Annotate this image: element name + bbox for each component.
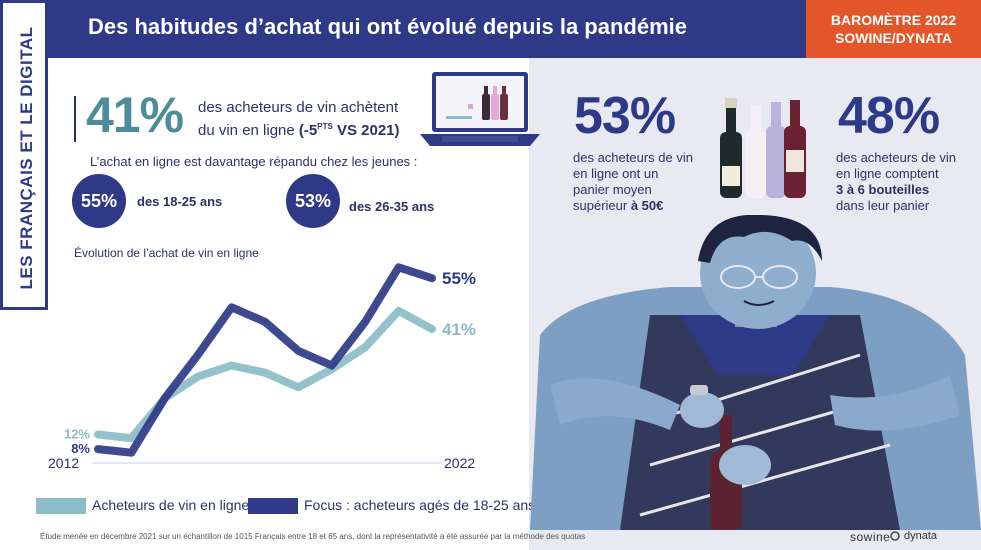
online-buyers-line2: du vin en ligne (-5PTS VS 2021) (198, 122, 400, 139)
series-1-point-2014 (163, 397, 166, 400)
study-footnote: Étude menée en décembre 2021 sur un écha… (40, 532, 586, 541)
series-0-point-2021 (397, 309, 400, 312)
line-chart: 12% 41% 8% 55% (64, 263, 476, 464)
series-0-point-2017 (264, 371, 266, 374)
series-1-point-2018 (297, 349, 300, 352)
man-opening-wine-illustration (530, 215, 981, 530)
online-buyers-line1: des acheteurs de vin achètent (198, 99, 399, 116)
basket-description: des acheteurs de vin en ligne ont un pan… (573, 150, 693, 213)
dynata-logo-icon (890, 531, 900, 541)
series-1-point-2016 (230, 306, 233, 309)
young-26-35-label: des 26-35 ans (349, 199, 435, 214)
series-0-start-label: 12% (64, 427, 90, 442)
series-1-point-2015 (197, 353, 200, 356)
series-0-point-2012 (97, 433, 99, 436)
series-1-point-2019 (330, 364, 333, 367)
basket-value: 53% (574, 87, 676, 145)
stat-divider (74, 96, 76, 142)
series-1-point-2020 (364, 320, 367, 323)
page-title: Des habitudes d’achat qui ont évolué dep… (88, 14, 688, 39)
series-0-point-2020 (364, 346, 367, 349)
series-0-point-2016 (230, 364, 233, 367)
barometer-badge: BAROMÈTRE 2022 SOWINE/DYNATA (806, 0, 981, 58)
laptop-illustration (420, 72, 540, 146)
legend-label-all: Acheteurs de vin en ligne (92, 497, 250, 513)
chart-title: Évolution de l’achat de vin en ligne (74, 246, 259, 260)
badge-line1: BAROMÈTRE 2022 (830, 12, 957, 28)
online-buyers-description: des acheteurs de vin achètent du vin en … (198, 98, 400, 140)
series-line-1 (94, 263, 436, 457)
series-0-end-label: 41% (442, 320, 476, 339)
online-buyers-value: 41% (86, 87, 184, 143)
young-18-25-label: des 18-25 ans (137, 194, 223, 209)
wine-bottles-illustration (720, 98, 806, 198)
series-0-point-2022 (431, 328, 433, 331)
young-26-35-circle: 53% (286, 174, 340, 228)
series-1-point-2012 (97, 448, 99, 451)
young-buyers-intro: L’achat en ligne est davantage répandu c… (90, 154, 418, 169)
dynata-logo: dynata (904, 530, 938, 542)
series-1-start-label: 8% (71, 441, 90, 456)
header-bar: Des habitudes d’achat qui ont évolué dep… (48, 0, 806, 58)
side-label: LES FRANÇAIS ET LE DIGITAL (17, 26, 36, 290)
x-axis-start-label: 2012 (48, 455, 80, 471)
young-18-25-circle: 55% (72, 174, 126, 228)
series-1-point-2017 (264, 320, 266, 323)
series-1-end-label: 55% (442, 269, 476, 288)
series-0-point-2013 (130, 437, 133, 440)
sowine-logo: sowine (850, 530, 891, 544)
series-0-point-2015 (197, 375, 200, 378)
series-1-point-2021 (397, 266, 400, 269)
x-axis-end-label: 2022 (444, 455, 476, 471)
series-0-point-2018 (297, 386, 300, 389)
side-label-box: LES FRANÇAIS ET LE DIGITAL (0, 0, 48, 310)
legend-swatch-young (248, 498, 298, 514)
legend-label-young: Focus : acheteurs agés de 18-25 ans (304, 497, 536, 513)
badge-line2: SOWINE/DYNATA (835, 30, 952, 46)
series-1-point-2022 (431, 277, 433, 280)
bottles-value: 48% (838, 87, 940, 145)
legend-swatch-all (36, 498, 86, 514)
bottles-description: des acheteurs de vin en ligne comptent 3… (836, 150, 956, 213)
series-1-point-2013 (130, 451, 133, 454)
